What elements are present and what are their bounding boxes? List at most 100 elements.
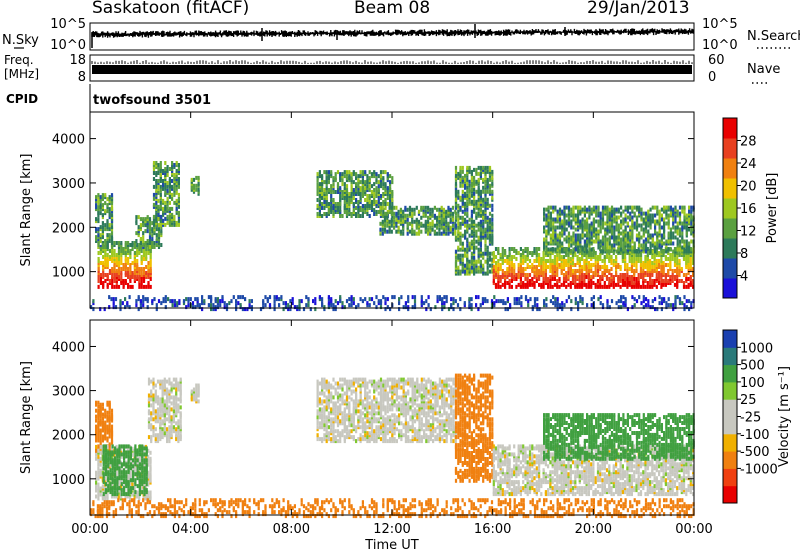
power-cell [323,188,326,192]
power-cell [649,275,652,279]
power-cell [379,170,383,175]
power-cell [638,249,641,254]
power-cell [664,273,667,277]
velocity-cell [123,478,126,483]
power-cell [565,219,568,224]
power-cell [588,233,591,238]
power-cell [651,243,654,248]
power-cell [690,239,693,244]
power-cell [377,196,380,200]
power-cell [685,277,688,281]
power-cell [576,269,579,273]
power-cell [173,200,176,205]
power-cell [583,213,586,218]
power-cell [379,205,382,210]
power-cell [556,307,559,312]
power-cell [144,223,147,228]
power-cell [688,209,691,214]
power-cell [574,237,577,242]
power-cell [588,215,591,220]
power-cell [137,215,140,220]
power-cell [457,203,460,208]
velocity-cell [113,452,116,457]
power-cell [688,299,691,304]
power-cell [104,263,107,267]
velocity-cell [147,482,150,487]
power-cell [599,221,602,226]
power-cell [491,267,494,272]
power-cell [470,303,473,308]
velocity-cell [127,480,130,485]
power-cell [159,192,162,197]
power-cell [549,227,552,232]
power-cell [681,245,684,250]
power-cell [389,307,392,312]
power-cell [519,259,522,263]
power-cell [124,251,127,255]
power-cell [139,299,142,304]
power-cell [127,261,130,265]
power-cell [621,273,624,277]
power-cell [160,301,163,306]
velocity-cell [97,482,100,487]
power-cell [518,301,521,306]
power-cell [654,205,657,210]
velocity-cell [147,458,150,463]
velocity-cell [147,490,150,495]
power-cell [572,209,575,214]
power-cell [339,198,342,202]
power-cell [402,209,405,214]
power-cell [440,225,443,230]
power-cell [574,297,577,302]
power-cell [587,261,590,265]
power-cell [520,301,523,306]
velocity-cell [102,478,105,483]
velocity-cell [109,482,112,487]
power-cell [470,265,473,270]
power-cell [131,241,134,245]
power-cell [669,211,672,216]
power-cell [323,200,326,204]
power-cell [515,284,518,289]
power-cell [239,303,242,308]
power-cell [579,295,582,300]
velocity-cell [101,420,104,425]
power-cell [681,301,684,306]
power-cell [364,198,367,202]
power-cell [556,253,559,257]
power-cell [604,205,607,210]
power-cell [386,305,389,310]
power-cell [318,295,321,300]
power-cell [558,231,562,236]
power-cell [248,303,251,308]
velocity-cell [111,470,114,475]
power-cell [375,190,378,194]
power-cell [264,295,267,300]
power-cell [549,299,552,304]
power-cell [515,257,518,261]
power-cell [391,198,394,202]
power-cell [259,307,263,312]
power-cell [296,305,299,310]
power-cell [497,299,500,304]
power-cell [637,281,640,285]
power-cell [506,267,509,271]
velocity-cell [109,468,112,473]
power-cell [633,263,636,267]
power-cell [501,282,504,287]
power-cell [106,203,109,208]
power-cell [124,241,127,245]
power-cell [451,227,455,232]
date-label: 29/Jan/2013 [587,0,690,18]
power-cell [438,207,441,212]
power-cell [142,217,145,222]
power-cell [601,217,605,222]
power-cell [563,231,566,236]
power-cell [164,183,167,187]
power-cell [687,271,690,275]
power-cell [433,223,436,228]
power-cell [549,269,552,273]
power-cell [359,174,362,179]
power-cell [613,243,616,248]
power-cell [569,284,572,289]
